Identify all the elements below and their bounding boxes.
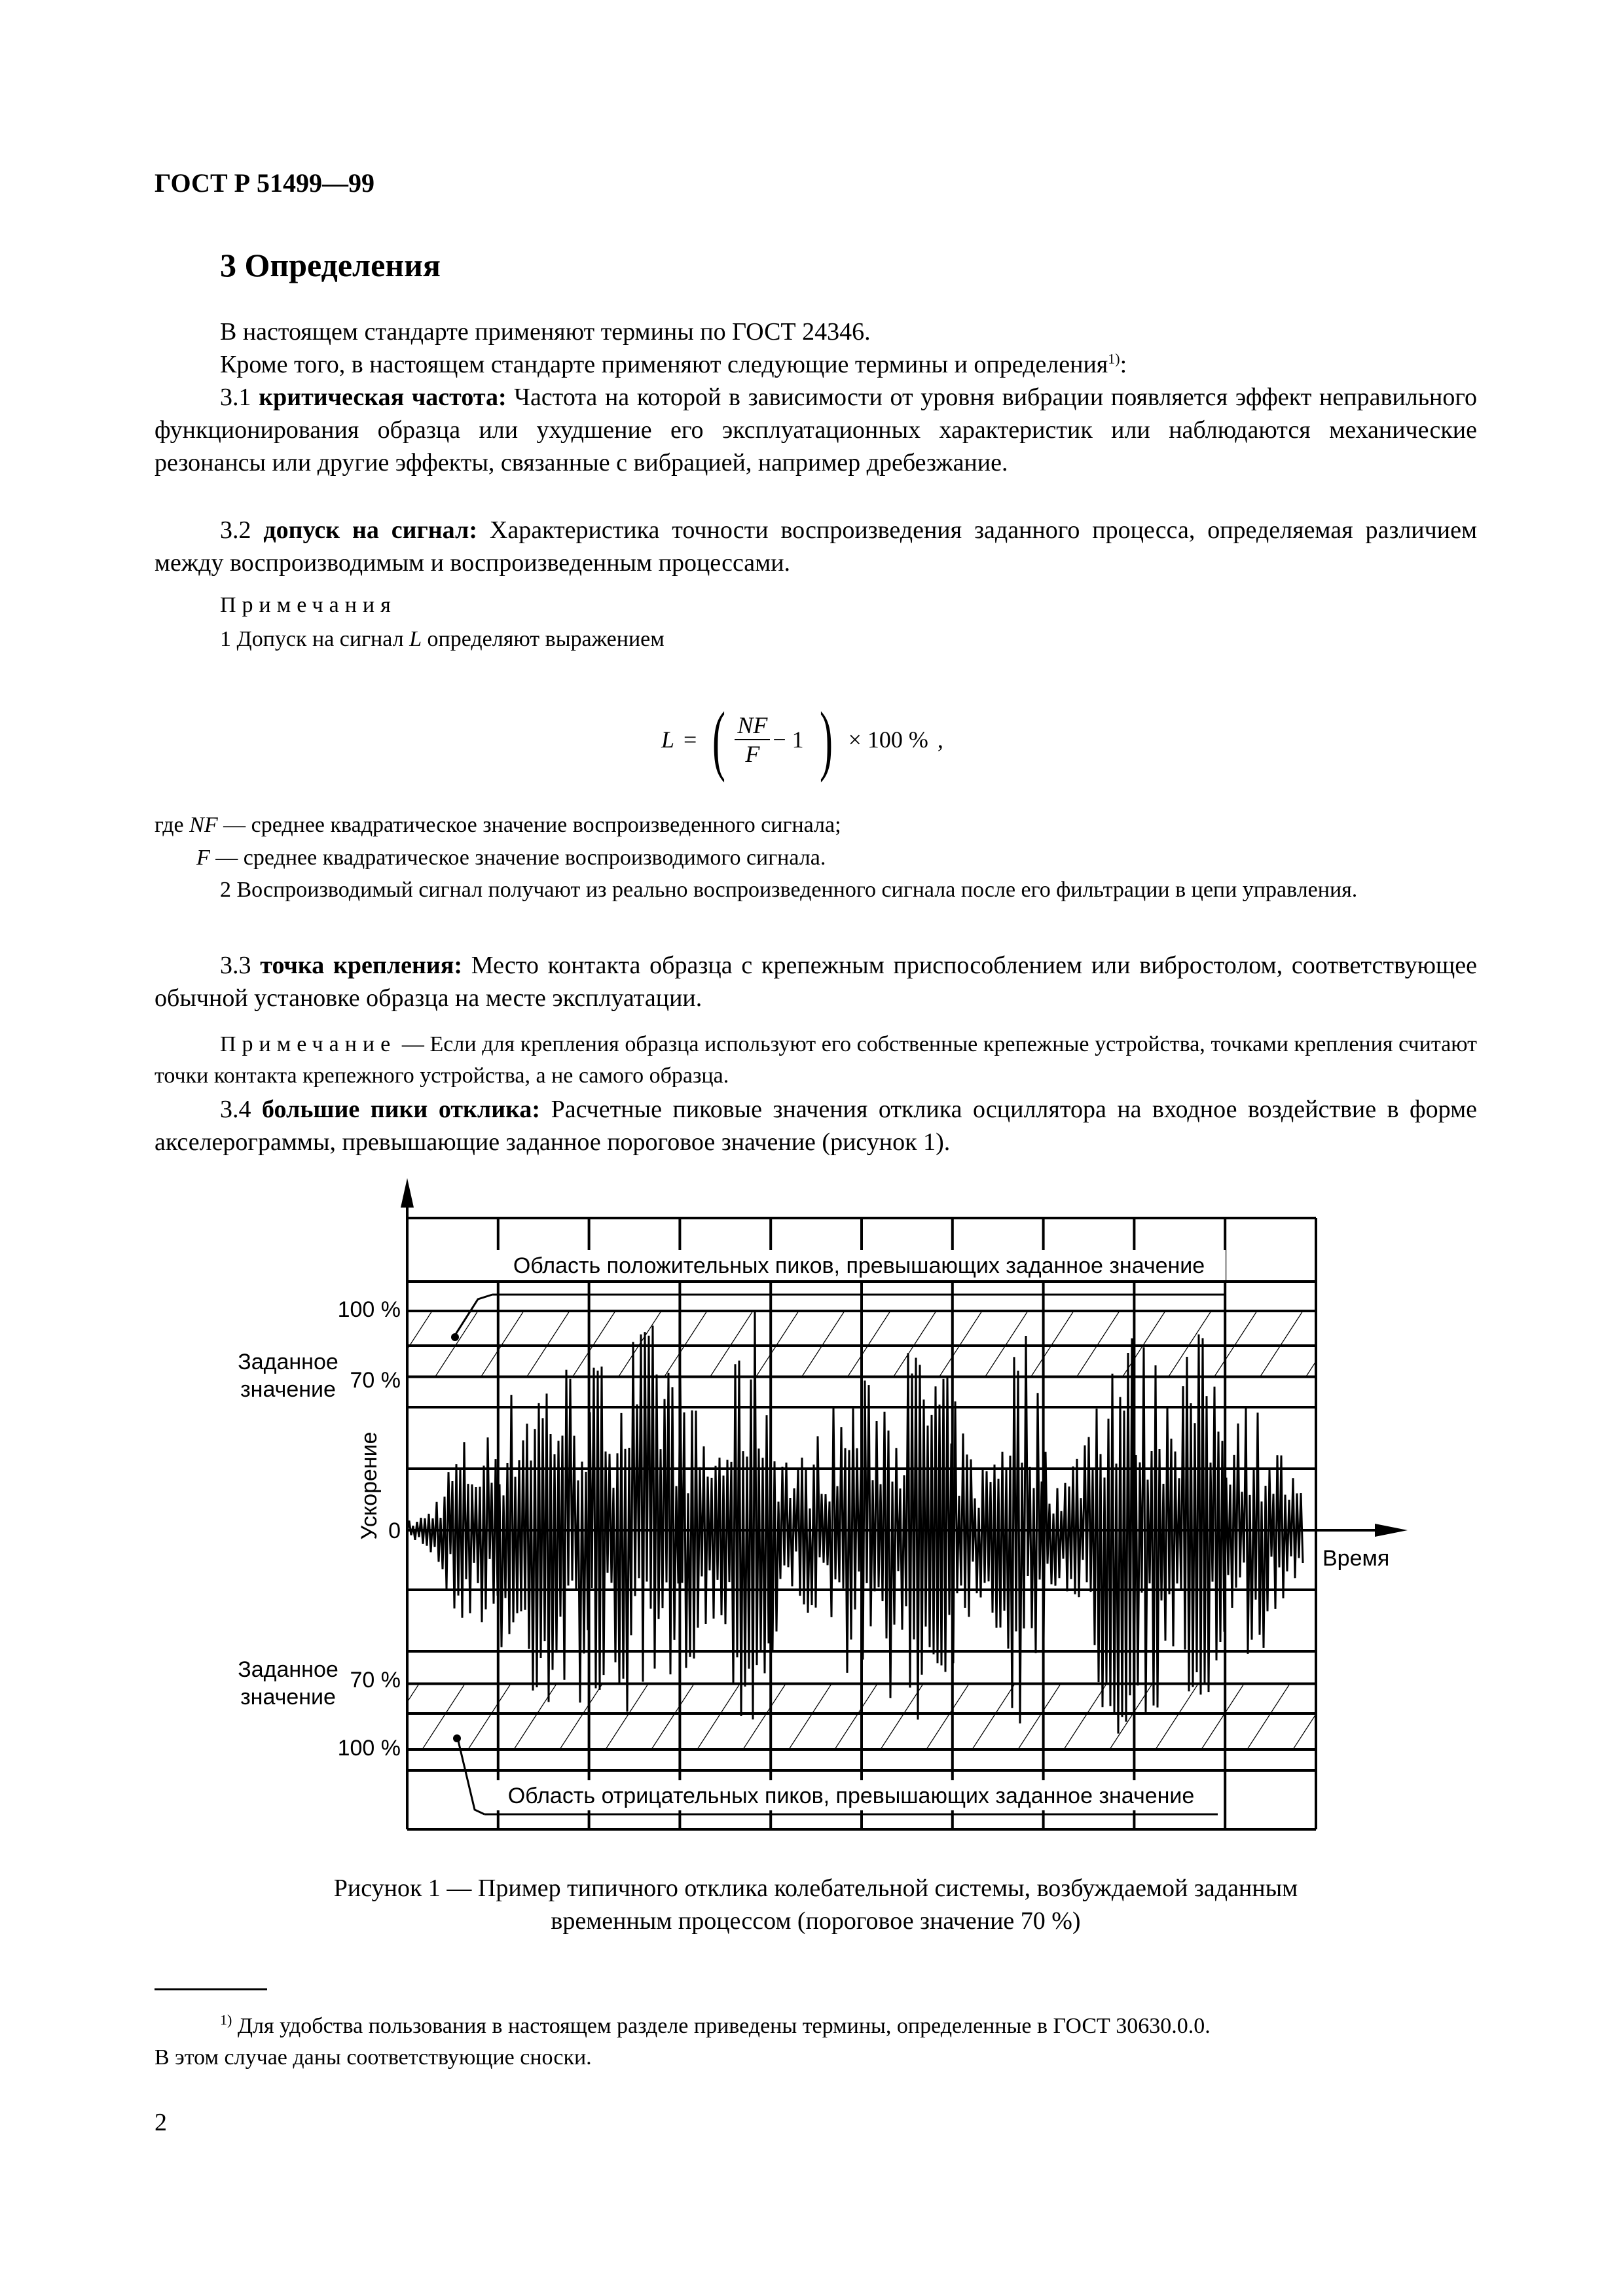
term-name: точка крепления: — [260, 952, 463, 979]
x-axis-arrow-icon — [1375, 1524, 1408, 1537]
y-axis-arrow-icon — [401, 1178, 414, 1208]
threshold-label-text: Заданное значение — [238, 1657, 338, 1710]
term-number: 3.4 — [220, 1096, 262, 1123]
term-name: допуск на сигнал: — [263, 516, 477, 544]
annotation-positive-peaks: Область положительных пиков, превышающих… — [513, 1253, 1205, 1278]
where-f: F — среднее квадратическое значение восп… — [196, 843, 826, 873]
numerator: NF — [735, 711, 771, 740]
document-id-header: ГОСТ Р 51499—99 — [155, 168, 375, 198]
formula: L = ( NF F − 1 ) × 100 % , — [661, 700, 943, 779]
annotation-leader — [457, 1740, 485, 1816]
term-3-1: 3.1 критическая частота: Частота на кото… — [155, 381, 1477, 479]
variable: NF — [189, 813, 218, 837]
threshold-label-top: Заданное значение — [238, 1350, 338, 1402]
right-paren: ) — [819, 696, 833, 783]
footnote-mark: 1) — [220, 2011, 232, 2028]
left-paren: ( — [712, 696, 726, 783]
y-tick-label: 0 — [388, 1518, 401, 1543]
annotation-leader — [454, 1293, 493, 1336]
footnote-ref: 1) — [1108, 350, 1120, 367]
caption-line: временным процессом (пороговое значение … — [551, 1907, 1081, 1935]
denominator: F — [745, 741, 760, 767]
fraction: NF F — [735, 711, 771, 768]
notes-title: Примечания — [220, 593, 397, 617]
note-2: 2 Воспроизводимый сигнал получают из реа… — [220, 878, 1358, 902]
intro-text: В настоящем стандарте применяют термины … — [220, 318, 871, 346]
note-text: определяют выражением — [422, 627, 665, 651]
y-tick-label: 70 % — [350, 1668, 401, 1693]
formula-times: × 100 % — [848, 726, 928, 753]
term-number: 3.2 — [220, 516, 264, 544]
colon: : — [1120, 351, 1127, 378]
where-text: где — [155, 813, 190, 837]
term-definition: Характеристика точности воспроизведения … — [155, 516, 1477, 577]
formula-lhs: L — [661, 726, 675, 753]
formula-equals: = — [684, 726, 697, 753]
term-definition: Место контакта образца с крепежным присп… — [155, 952, 1477, 1012]
term-3-2: 3.2 допуск на сигнал: Характеристика точ… — [155, 514, 1477, 579]
page-number: 2 — [155, 2109, 167, 2136]
y-tick-label: 70 % — [350, 1368, 401, 1393]
term-name: критическая частота: — [259, 384, 507, 411]
note-label: Примечание — [220, 1032, 397, 1056]
response-signal-line — [406, 1311, 1304, 1734]
annotation-dot — [451, 1333, 459, 1341]
footnote-divider — [155, 1988, 267, 1990]
note-1: 1 Допуск на сигнал L определяют выражени… — [220, 624, 665, 655]
where-nf: где NF — среднее квадратическое значение… — [155, 810, 841, 840]
y-tick-label: 100 % — [338, 1297, 401, 1322]
section-title: 3 Определения — [220, 247, 441, 283]
term-3-4: 3.4 большие пики отклика: Расчетные пико… — [155, 1093, 1477, 1158]
term-name: большие пики отклика: — [262, 1096, 541, 1123]
term-number: 3.1 — [220, 384, 259, 411]
term-number: 3.3 — [220, 952, 261, 979]
term-3-3: 3.3 точка крепления: Место контакта обра… — [155, 949, 1477, 1014]
note-text: — Если для крепления образца используют … — [155, 1032, 1477, 1088]
variable: L — [409, 627, 422, 651]
y-axis-label: Ускорение — [357, 1432, 382, 1540]
caption-line: Рисунок 1 — Пример типичного отклика кол… — [333, 1874, 1298, 1902]
note-text: 1 Допуск на сигнал — [220, 627, 410, 651]
figure-caption: Рисунок 1 — Пример типичного отклика кол… — [155, 1872, 1477, 1937]
note-3-3: Примечание — Если для крепления образца … — [155, 1029, 1477, 1092]
annotation-negative-peaks: Область отрицательных пиков, превышающих… — [508, 1784, 1195, 1808]
term-definition: Частота на которой в зависимости от уров… — [155, 384, 1478, 476]
paragraph-terms-intro: Кроме того, в настоящем стандарте примен… — [155, 348, 1477, 381]
footnote: 1) Для удобства пользования в настоящем … — [155, 2011, 1477, 2042]
formula-comma: , — [937, 726, 943, 753]
footnote-text: Для удобства пользования в настоящем раз… — [232, 2014, 1211, 2038]
formula-minus-one: − 1 — [773, 726, 804, 753]
where-text: — среднее квадратическое значение воспро… — [217, 813, 841, 837]
term-definition: Расчетные пиковые значения отклика осцил… — [155, 1096, 1477, 1156]
x-axis-label: Время — [1322, 1546, 1389, 1571]
variable: F — [196, 846, 210, 870]
footnote-continuation: В этом случае даны соответствующие сноск… — [155, 2045, 592, 2070]
terms-intro-text: Кроме того, в настоящем стандарте примен… — [220, 351, 1108, 378]
threshold-label-text: Заданное значение — [238, 1350, 338, 1402]
annotation-dot — [453, 1734, 461, 1742]
y-tick-label: 100 % — [338, 1736, 401, 1761]
paragraph-intro: В настоящем стандарте применяют термины … — [155, 315, 1477, 348]
threshold-label-bottom: Заданное значение — [238, 1657, 338, 1710]
where-text: — среднее квадратическое значение воспро… — [210, 846, 826, 870]
